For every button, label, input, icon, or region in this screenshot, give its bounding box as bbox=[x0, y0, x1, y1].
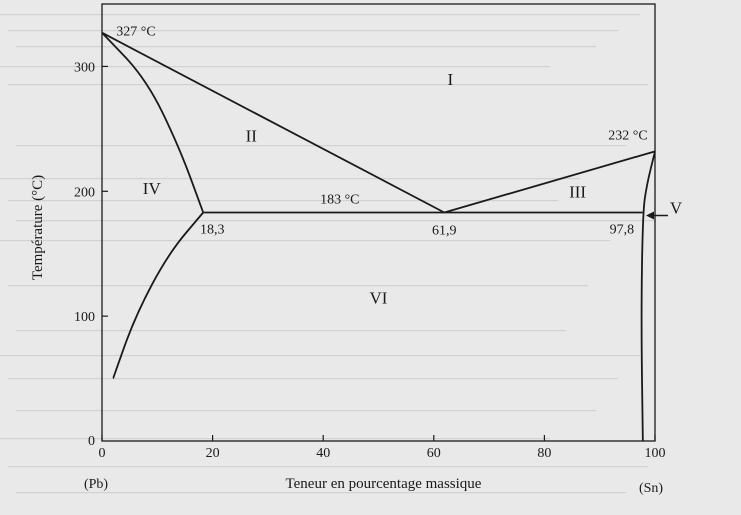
bleed-line bbox=[16, 330, 566, 332]
plot-frame bbox=[101, 3, 656, 442]
bleed-line bbox=[0, 438, 550, 440]
bleed-line bbox=[8, 200, 558, 202]
bleed-line bbox=[0, 355, 640, 357]
y-tick-label: 100 bbox=[74, 310, 95, 325]
x-tick-label: 60 bbox=[427, 446, 441, 461]
phase-boundary-1 bbox=[101, 31, 445, 214]
bleed-line bbox=[8, 285, 588, 287]
x-end-label-left: (Pb) bbox=[84, 477, 108, 492]
y-axis-title: Température (°C) bbox=[30, 175, 46, 280]
y-tick-label: 200 bbox=[74, 185, 95, 200]
bleed-line bbox=[8, 84, 648, 86]
bleed-line bbox=[8, 378, 618, 380]
region-label-IV: IV bbox=[143, 179, 162, 198]
annotation-label: 232 °C bbox=[608, 128, 647, 143]
phase-boundary-2 bbox=[444, 150, 656, 214]
annotation-label: 61,9 bbox=[432, 224, 457, 239]
bleed-line bbox=[0, 240, 610, 242]
x-tick-label: 0 bbox=[99, 446, 106, 461]
region-label-VI: VI bbox=[370, 289, 388, 308]
region-label-III: III bbox=[569, 183, 586, 202]
bleed-line bbox=[16, 145, 626, 147]
region-label-II: II bbox=[246, 126, 258, 145]
y-tick-label-origin: 0 bbox=[88, 434, 95, 449]
annotation-label: 97,8 bbox=[610, 223, 635, 238]
region-v-arrow-head bbox=[646, 211, 654, 220]
bleed-line bbox=[16, 46, 596, 48]
annotation-label: 183 °C bbox=[320, 193, 359, 208]
phase-boundary-6 bbox=[640, 151, 656, 442]
bleed-line bbox=[16, 492, 626, 494]
background-bleed-through-text bbox=[0, 14, 656, 494]
bleed-line bbox=[8, 30, 618, 32]
region-label-V: V bbox=[670, 199, 683, 218]
phase-boundaries bbox=[101, 31, 656, 442]
chart-labels: Teneur en pourcentage massique Températur… bbox=[30, 25, 683, 496]
annotation-label: 18,3 bbox=[200, 223, 225, 238]
phase-boundary-5 bbox=[112, 211, 204, 379]
x-tick-label: 40 bbox=[316, 446, 330, 461]
y-tick-label: 300 bbox=[74, 60, 95, 75]
annotation-label: 327 °C bbox=[116, 25, 155, 40]
region-label-I: I bbox=[448, 70, 454, 89]
bleed-line bbox=[8, 466, 648, 468]
bleed-line bbox=[0, 178, 580, 180]
bleed-line bbox=[0, 14, 640, 16]
bleed-line bbox=[0, 66, 550, 68]
axis-ticks: 0 20 40 60 80 100 100 200 300 0 bbox=[74, 60, 666, 461]
bleed-line bbox=[16, 220, 656, 222]
phase-boundary-3 bbox=[101, 32, 205, 213]
bleed-line bbox=[16, 410, 596, 412]
x-tick-label: 100 bbox=[645, 446, 666, 461]
x-tick-label: 20 bbox=[206, 446, 220, 461]
x-end-label-right: (Sn) bbox=[639, 481, 663, 496]
x-tick-label: 80 bbox=[537, 446, 551, 461]
x-axis-title: Teneur en pourcentage massique bbox=[286, 476, 482, 492]
